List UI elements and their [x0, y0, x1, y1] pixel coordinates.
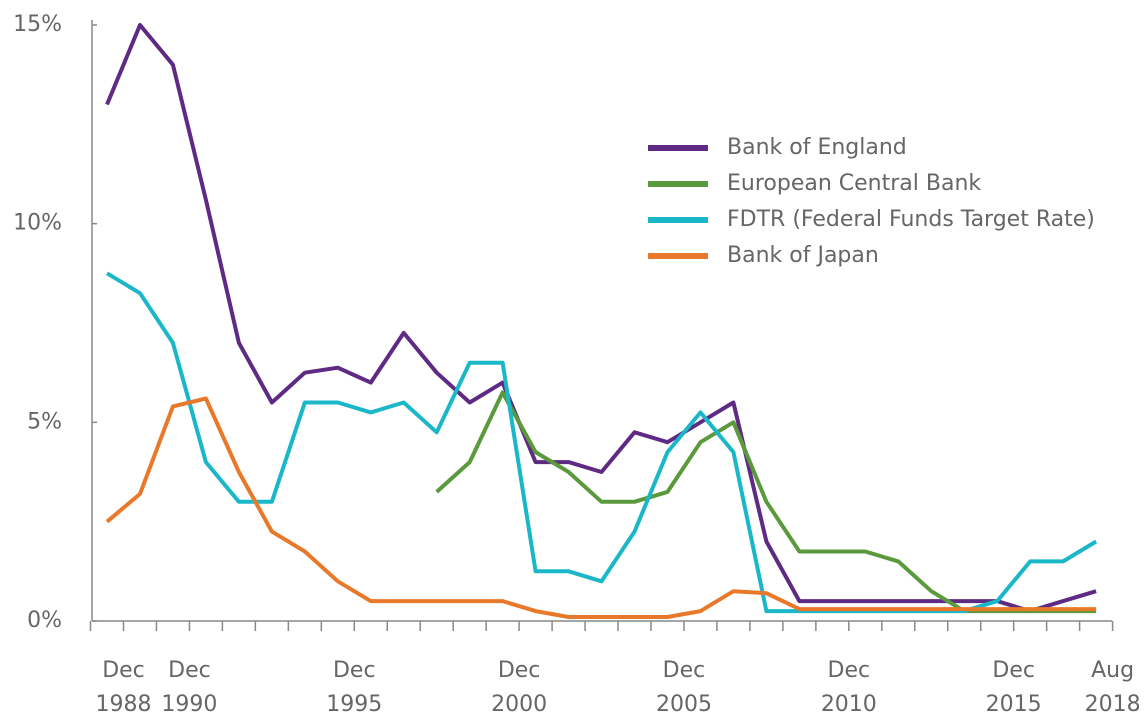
y-tick-label: 15%: [13, 12, 62, 37]
y-tick-label: 10%: [13, 211, 62, 236]
x-tick-label: Dec 2005: [656, 658, 712, 717]
x-tick-label: Dec 1988: [95, 658, 151, 717]
series-line: [105, 271, 1098, 614]
legend-label: FDTR (Federal Funds Target Rate): [727, 207, 1095, 232]
x-tick-label: Dec 1995: [326, 658, 382, 717]
legend-label: Bank of Japan: [727, 243, 879, 268]
legend-label: European Central Bank: [727, 171, 981, 196]
legend-label: Bank of England: [727, 135, 907, 160]
x-tick-label: Dec 1990: [161, 658, 217, 717]
series-line: [105, 396, 1097, 619]
series-line: [105, 23, 1097, 614]
series-line: [435, 390, 1097, 614]
x-tick-label: Dec 2000: [491, 658, 547, 717]
y-tick-label: 0%: [27, 608, 62, 633]
x-tick-label: Dec 2010: [821, 658, 877, 717]
y-tick-label: 5%: [27, 409, 62, 434]
x-tick-label: Dec 2015: [986, 658, 1042, 717]
x-tick-label: Aug 2018: [1085, 658, 1141, 717]
